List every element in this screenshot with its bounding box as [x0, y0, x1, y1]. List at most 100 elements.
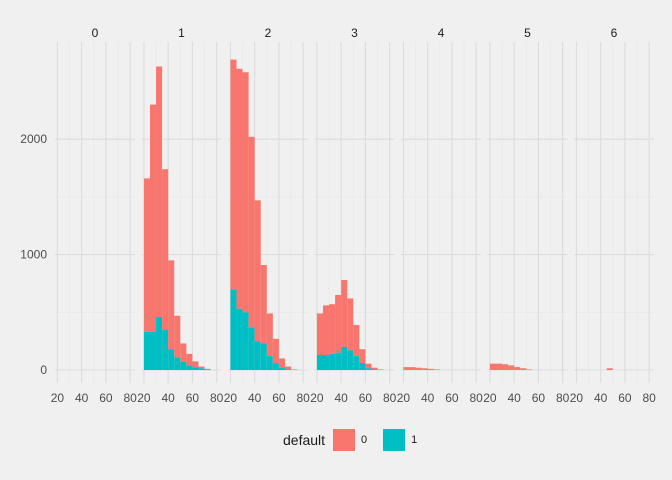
x-tick-label: 80 [556, 391, 570, 405]
bar-default-1 [329, 353, 336, 370]
bar-default-1 [335, 352, 342, 370]
bar-default-1 [174, 357, 181, 370]
facet-label: 3 [351, 26, 358, 40]
facet-label: 2 [265, 26, 272, 40]
x-tick-label: 80 [469, 391, 483, 405]
bar-default-0 [254, 200, 261, 342]
legend-key-0 [333, 429, 356, 451]
facet-label: 1 [178, 26, 185, 40]
bar-default-1 [266, 356, 273, 370]
bar-default-1 [230, 289, 237, 370]
bar-default-0 [204, 368, 211, 370]
bar-default-0 [329, 304, 336, 354]
bar-default-0 [236, 68, 243, 309]
bar-default-1 [242, 312, 249, 370]
bar-default-0 [316, 313, 323, 355]
bar-default-0 [347, 298, 354, 351]
bar-default-1 [149, 331, 157, 370]
bar-default-1 [198, 368, 205, 370]
x-tick-label: 20 [483, 391, 497, 405]
bar-default-0 [162, 169, 169, 330]
bar-default-0 [495, 363, 503, 370]
bar-default-1 [365, 368, 372, 370]
bar-default-0 [248, 136, 255, 328]
x-tick-label: 60 [99, 391, 113, 405]
y-tick-label: 0 [40, 363, 47, 377]
bar-default-0 [489, 363, 496, 370]
bar-default-1 [156, 316, 163, 370]
bar-default-0 [403, 367, 410, 370]
x-tick-label: 20 [51, 391, 65, 405]
bar-default-0 [322, 305, 330, 355]
bar-default-0 [409, 367, 416, 370]
bar-default-0 [502, 364, 509, 370]
x-tick-label: 80 [296, 391, 310, 405]
legend-label-1: 1 [411, 434, 418, 446]
bar-default-1 [143, 331, 150, 370]
x-tick-label: 80 [123, 391, 137, 405]
x-tick-label: 80 [210, 391, 224, 405]
bar-default-0 [174, 315, 181, 358]
bar-default-0 [365, 363, 372, 369]
bar-default-1 [236, 308, 243, 370]
x-tick-label: 20 [310, 391, 324, 405]
bar-default-0 [272, 338, 279, 364]
x-tick-label: 40 [421, 391, 435, 405]
x-tick-label: 80 [642, 391, 656, 405]
x-tick-label: 40 [334, 391, 348, 405]
bar-default-0 [427, 368, 434, 370]
bar-default-0 [433, 369, 440, 370]
x-tick-label: 80 [383, 391, 397, 405]
bar-default-1 [192, 367, 199, 370]
legend-key-1 [383, 429, 406, 451]
bar-default-0 [284, 366, 292, 370]
x-tick-label: 60 [532, 391, 546, 405]
bar-default-0 [359, 349, 366, 364]
bar-default-0 [242, 72, 249, 313]
bar-default-1 [272, 363, 279, 370]
bar-default-0 [156, 66, 163, 317]
facet-label: 4 [438, 26, 445, 40]
bar-default-0 [198, 366, 205, 369]
legend-label-0: 0 [361, 434, 368, 446]
x-tick-label: 20 [397, 391, 411, 405]
bar-default-0 [266, 313, 273, 357]
x-tick-label: 60 [186, 391, 200, 405]
x-tick-label: 60 [445, 391, 459, 405]
bar-default-0 [371, 367, 378, 370]
bar-default-0 [421, 368, 428, 370]
facet-label: 6 [611, 26, 618, 40]
bar-default-0 [168, 260, 175, 350]
x-tick-label: 40 [75, 391, 89, 405]
facet-label: 0 [92, 26, 99, 40]
bar-default-1 [284, 369, 292, 370]
bar-default-0 [291, 369, 298, 370]
bar-default-0 [606, 368, 613, 370]
bar-default-0 [335, 294, 342, 353]
bar-default-0 [415, 367, 422, 370]
facet-label: 5 [524, 26, 531, 40]
bar-default-0 [186, 353, 193, 366]
y-tick-label: 1000 [20, 248, 47, 262]
bar-default-1 [353, 356, 360, 370]
x-tick-label: 60 [618, 391, 632, 405]
x-tick-label: 40 [161, 391, 175, 405]
bar-default-0 [230, 59, 237, 290]
bar-default-1 [254, 341, 261, 370]
bar-default-0 [143, 178, 150, 332]
bar-default-1 [347, 350, 354, 370]
legend: default 0 1 [0, 426, 672, 454]
x-tick-label: 20 [137, 391, 151, 405]
bar-default-1 [341, 346, 348, 370]
bar-default-0 [377, 369, 384, 370]
x-tick-label: 40 [248, 391, 262, 405]
bar-default-1 [260, 343, 267, 370]
bar-default-0 [508, 365, 515, 370]
bar-default-0 [260, 264, 267, 344]
bar-default-1 [204, 369, 211, 370]
bar-default-0 [180, 343, 187, 362]
bar-default-1 [180, 361, 187, 370]
bar-default-0 [341, 279, 348, 347]
bar-default-1 [168, 349, 175, 370]
bar-default-0 [278, 358, 285, 368]
